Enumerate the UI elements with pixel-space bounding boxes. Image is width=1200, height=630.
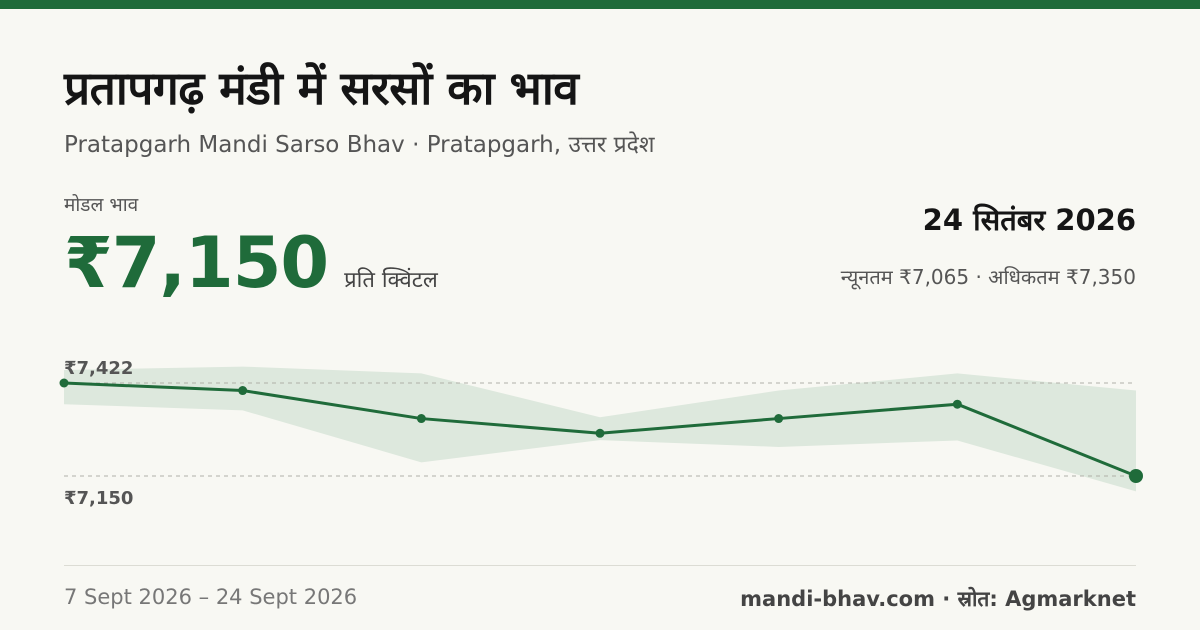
page-subtitle: Pratapgarh Mandi Sarso Bhav · Pratapgarh…	[64, 132, 655, 158]
report-date: 24 सितंबर 2026	[922, 203, 1136, 237]
top-accent-bar	[0, 0, 1200, 9]
price-point	[595, 428, 605, 438]
price-point	[416, 414, 426, 424]
price-unit: प्रति क्विंटल	[344, 268, 438, 293]
footer-divider	[64, 565, 1136, 566]
price-point	[952, 399, 962, 409]
reference-label: ₹7,150	[64, 488, 133, 509]
page-title: प्रतापगढ़ मंडी में सरसों का भाव	[64, 61, 579, 115]
price-row: ₹7,150 प्रति क्विंटल	[64, 222, 438, 304]
price-point	[59, 378, 69, 388]
model-price-value: ₹7,150	[64, 222, 329, 304]
reference-label: ₹7,422	[64, 358, 133, 379]
latest-price-point	[1129, 469, 1143, 483]
model-price-label: मोडल भाव	[64, 194, 139, 216]
price-point	[238, 386, 248, 396]
price-point	[774, 414, 784, 424]
footer-source: mandi-bhav.com · स्रोत: Agmarknet	[740, 587, 1136, 611]
min-max-range: न्यूनतम ₹7,065 · अधिकतम ₹7,350	[840, 265, 1136, 289]
footer-date-range: 7 Sept 2026 – 24 Sept 2026	[64, 585, 358, 609]
